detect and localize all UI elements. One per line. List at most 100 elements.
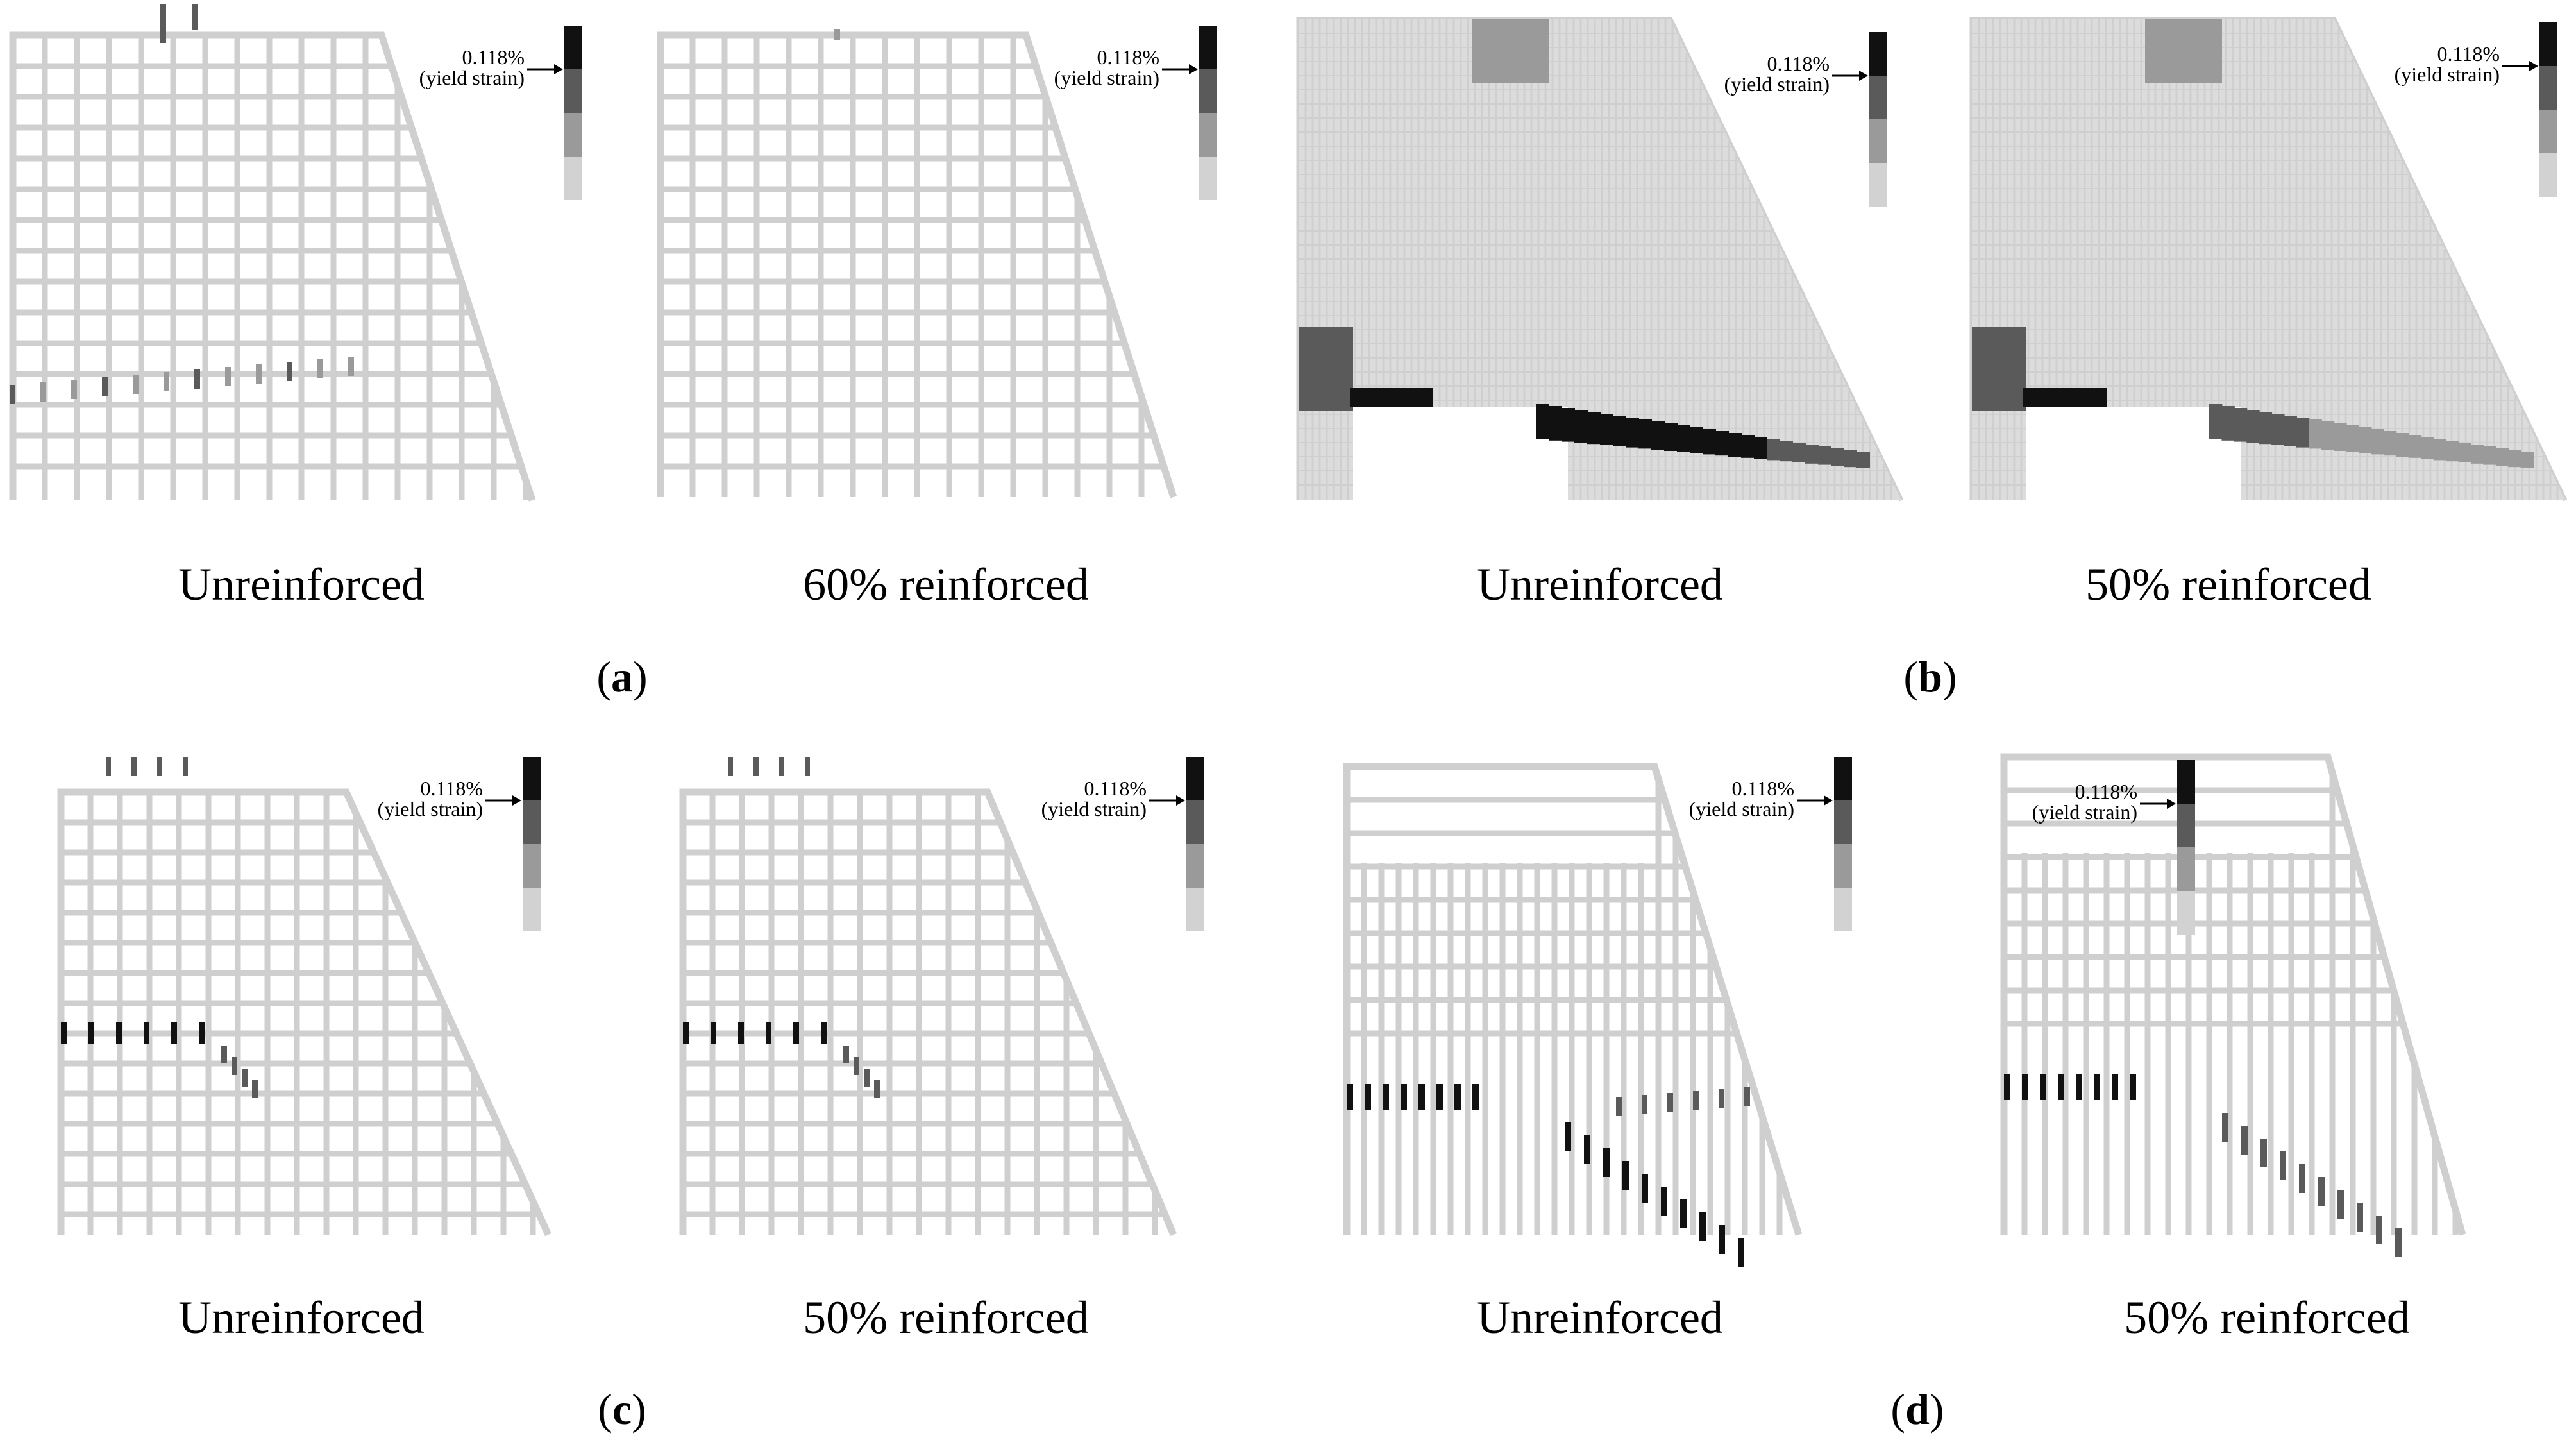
panel-d-left-model (1343, 763, 1803, 1267)
panel-c-right-model (679, 757, 1177, 1237)
strain-mark (1638, 419, 1652, 449)
strain-mark (242, 1069, 248, 1087)
legend-swatch (523, 888, 541, 931)
legend-value-label: 0.118% (2437, 42, 2500, 65)
strain-mark (1690, 427, 1703, 453)
strain-mark (1693, 1091, 1699, 1110)
strain-mark (711, 1022, 716, 1044)
legend-value-label: 0.118% (1767, 52, 1830, 75)
dam-outline (657, 31, 1177, 498)
strain-mark (1626, 418, 1639, 448)
strain-mark (199, 1022, 205, 1044)
legend-arrowhead (1859, 71, 1868, 81)
strain-mark (2309, 419, 2322, 449)
legend-value-label: 0.118% (2075, 780, 2137, 803)
panel-b-label: (b) (1903, 652, 1957, 701)
strain-mark (1818, 446, 1831, 465)
strain-mark (1347, 1084, 1353, 1110)
panel-a-left-caption: Unreinforced (178, 559, 425, 610)
strain-mark (1565, 1122, 1571, 1151)
strain-mark (194, 369, 200, 389)
strain-mark (2383, 431, 2397, 456)
legend-swatch (564, 69, 582, 113)
panel-d-left-legend: 0.118%(yield strain) (1689, 757, 1852, 931)
strain-mark (1715, 431, 1729, 456)
strain-mark (1536, 404, 1549, 439)
dam-outline (9, 31, 536, 502)
strain-mark (821, 1022, 827, 1044)
legend-note: (yield strain) (1054, 66, 1159, 89)
strain-mark (1383, 1084, 1389, 1110)
legend-note: (yield strain) (1689, 797, 1794, 820)
strain-mark (102, 377, 108, 396)
strain-mark (2284, 416, 2297, 446)
legend-value-label: 0.118% (421, 777, 483, 800)
panel-b-left-legend: 0.118%(yield strain) (1724, 32, 1887, 207)
legend-arrowhead (2167, 799, 2176, 809)
strain-mark (2408, 435, 2422, 458)
strain-mark (71, 380, 77, 399)
legend-swatch (1199, 157, 1217, 200)
panel-c-right-caption: 50% reinforced (803, 1292, 1089, 1343)
strain-mark (1719, 1089, 1724, 1108)
legend-swatch (1834, 757, 1852, 800)
panel-a-right-model (657, 29, 1177, 498)
strain-mark (2396, 433, 2409, 457)
strain-mark (738, 1022, 744, 1044)
strain-mark (766, 1022, 771, 1044)
strain-mark (1680, 1199, 1687, 1228)
strain-mark (864, 1069, 870, 1087)
strain-mark (106, 757, 111, 776)
strain-mark (2130, 1074, 2136, 1100)
strain-mark (2004, 1074, 2010, 1100)
strain-mark (2508, 450, 2521, 468)
panel-a-right-caption: 60% reinforced (803, 559, 1089, 610)
legend-value-label: 0.118% (1097, 46, 1159, 69)
panel-d: 0.118%(yield strain) Unreinforced 0.118%… (1343, 753, 2466, 1434)
strain-mark (2346, 425, 2360, 452)
panel-d-letter: d (1905, 1385, 1930, 1434)
strain-mark (287, 362, 292, 381)
legend-note: (yield strain) (1724, 72, 1830, 96)
strain-mark (728, 757, 733, 776)
gallery-opening (1353, 407, 1568, 504)
strain-mark (2299, 1164, 2305, 1193)
panel-d-label: (d) (1890, 1385, 1944, 1434)
legend-note: (yield strain) (2395, 63, 2500, 86)
strain-mark (2023, 388, 2107, 407)
strain-mark (1667, 1093, 1673, 1112)
strain-mark (1754, 437, 1767, 459)
panel-b-right-model (1969, 17, 2568, 504)
strain-mark (2241, 1126, 2248, 1155)
strain-mark (131, 757, 137, 776)
legend-swatch (1834, 888, 1852, 931)
strain-mark (2483, 446, 2496, 465)
panel-d-right-model (2000, 753, 2466, 1257)
legend-swatch (1186, 757, 1204, 800)
strain-mark (2040, 1074, 2046, 1100)
legend-note: (yield strain) (2032, 800, 2137, 824)
strain-mark (2495, 448, 2509, 466)
strain-mark (221, 1046, 227, 1063)
strain-mark (2433, 439, 2447, 461)
strain-mark (1401, 1084, 1407, 1110)
strain-mark (317, 359, 323, 378)
strain-mark (116, 1022, 122, 1044)
panel-b-left-caption: Unreinforced (1477, 559, 1723, 610)
strain-mark (144, 1022, 149, 1044)
strain-mark (683, 1022, 689, 1044)
dam-outline (679, 788, 1177, 1237)
panel-a-left-legend: 0.118%(yield strain) (419, 26, 582, 200)
legend-swatch (2539, 22, 2557, 66)
strain-mark (40, 382, 46, 402)
strain-mark (2259, 412, 2273, 445)
strain-mark (256, 364, 262, 384)
strain-mark (1299, 327, 1353, 411)
strain-mark (1616, 1097, 1622, 1116)
strain-mark (2376, 1216, 2382, 1244)
strain-mark (348, 357, 354, 376)
strain-mark (183, 757, 188, 776)
strain-mark (1603, 1148, 1610, 1177)
strain-mark (1549, 406, 1562, 441)
strain-mark (2260, 1139, 2267, 1167)
